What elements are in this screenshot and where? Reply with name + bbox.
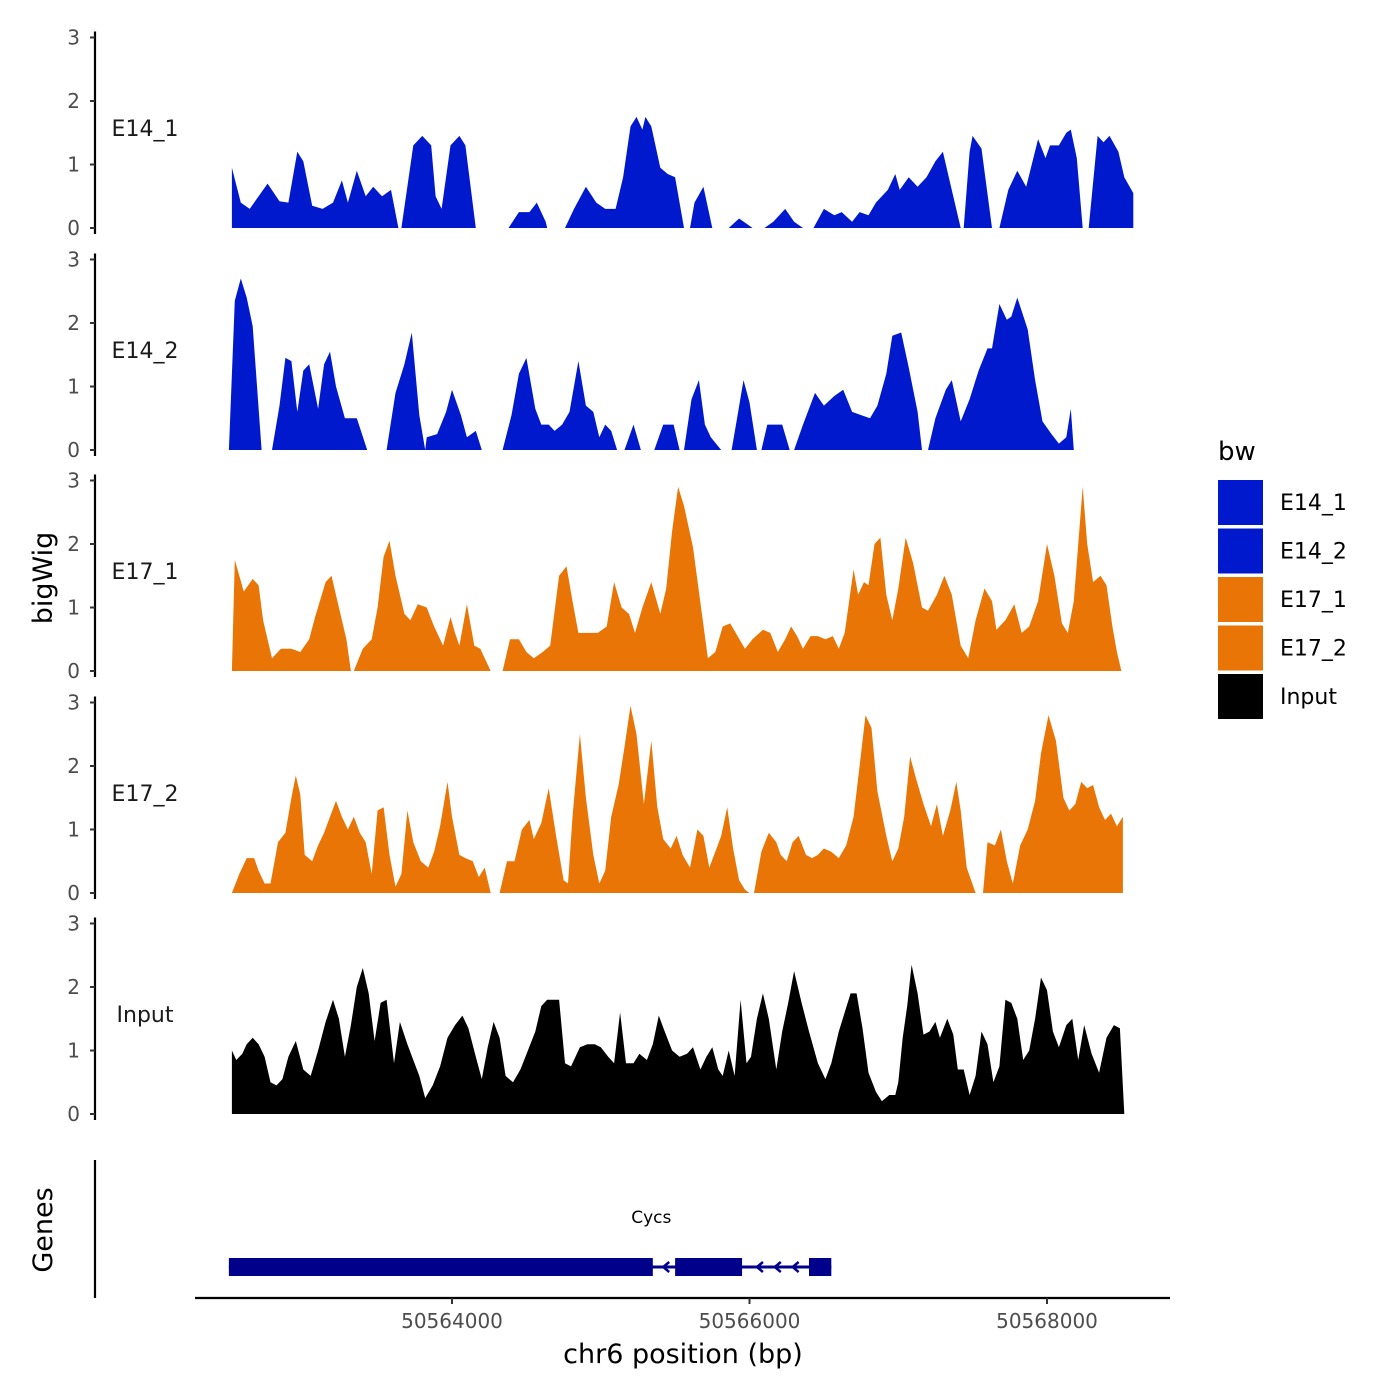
y-axis-title: bigWig — [28, 532, 59, 625]
strand-arrow — [754, 1261, 764, 1273]
strand-arrow — [661, 1261, 671, 1273]
signal-area — [231, 964, 1125, 1114]
track-input: 0 1 2 3 Input — [67, 912, 1125, 1126]
gene-panel-title: Genes — [28, 1187, 59, 1272]
track-label: E14_1 — [112, 117, 179, 142]
signal-area — [624, 424, 641, 450]
x-tick-label: 50566000 — [699, 1309, 801, 1333]
legend-swatch — [1218, 528, 1263, 574]
y-tick-label: 2 — [67, 532, 80, 556]
strand-arrow — [772, 1261, 782, 1273]
y-tick-label: 0 — [67, 881, 80, 905]
legend: bw E14_1 E14_2 E17_1 E17_2 Input — [1218, 437, 1347, 719]
track-e14-1: 0 1 2 3 E14_1 — [67, 26, 1134, 240]
track-label: Input — [117, 1003, 174, 1028]
signal-area — [231, 135, 482, 228]
y-tick-label: 2 — [67, 754, 80, 778]
y-tick-label: 1 — [67, 818, 80, 842]
gene-exon — [809, 1258, 832, 1276]
y-tick-label: 3 — [67, 691, 80, 715]
legend-label: Input — [1280, 685, 1337, 710]
y-tick-label: 1 — [67, 375, 80, 399]
signal-area — [386, 332, 487, 450]
track-label: E17_2 — [112, 782, 179, 807]
track-e14-2: 0 1 2 3 E14_2 — [67, 248, 1074, 462]
y-tick-label: 2 — [67, 89, 80, 113]
signal-area — [731, 380, 757, 450]
y-tick-label: 0 — [67, 659, 80, 683]
legend-label: E14_1 — [1280, 491, 1347, 516]
x-axis-title: chr6 position (bp) — [563, 1339, 803, 1370]
signal-area — [508, 202, 548, 228]
strand-arrow — [790, 1261, 800, 1273]
signal-area — [231, 540, 491, 671]
signal-area — [565, 116, 713, 228]
gene-exon — [228, 1258, 653, 1276]
x-axis: 50564000 50566000 50568000 — [195, 1296, 1170, 1333]
legend-swatch — [1218, 480, 1263, 525]
track-e17-1: 0 1 2 3 E17_1 — [67, 469, 1122, 683]
legend-swatch — [1218, 674, 1263, 719]
signal-area — [813, 135, 995, 228]
signal-area — [999, 129, 1134, 228]
y-tick-label: 0 — [67, 1102, 80, 1126]
signal-area — [502, 486, 1122, 671]
signal-area — [228, 278, 372, 450]
legend-title: bw — [1218, 437, 1256, 467]
y-tick-label: 2 — [67, 311, 80, 335]
y-tick-label: 3 — [67, 469, 80, 493]
signal-area — [761, 424, 790, 450]
legend-label: E17_2 — [1280, 637, 1347, 662]
track-label: E14_2 — [112, 339, 179, 364]
gene-exon — [675, 1258, 743, 1276]
legend-label: E14_2 — [1280, 540, 1347, 565]
gene-name-label: Cycs — [631, 1208, 671, 1228]
signal-area — [502, 357, 618, 450]
y-tick-label: 1 — [67, 153, 80, 177]
x-tick-label: 50564000 — [401, 1309, 503, 1333]
y-tick-label: 1 — [67, 596, 80, 620]
signal-area — [654, 380, 722, 450]
y-tick-label: 0 — [67, 438, 80, 462]
y-tick-label: 2 — [67, 975, 80, 999]
y-tick-label: 0 — [67, 216, 80, 240]
legend-swatch — [1218, 625, 1263, 671]
track-label: E17_1 — [112, 560, 179, 585]
track-e17-2: 0 1 2 3 E17_2 — [67, 691, 1123, 905]
signal-area — [231, 705, 1123, 893]
y-tick-label: 1 — [67, 1039, 80, 1063]
signal-tracks: 0 1 2 3 E14_1 0 1 2 3 E14_2 0 1 2 3 E17_1 0 1 2 3 E17_2 0 1 2 3… — [67, 26, 1134, 1126]
gene-panel: Cycs — [93, 1160, 832, 1298]
legend-swatch — [1218, 577, 1263, 622]
x-tick-label: 50568000 — [996, 1309, 1098, 1333]
signal-area — [794, 297, 1074, 450]
y-tick-label: 3 — [67, 26, 80, 50]
y-tick-label: 3 — [67, 248, 80, 272]
y-tick-label: 3 — [67, 912, 80, 936]
signal-area — [764, 208, 803, 228]
signal-area — [728, 218, 753, 228]
legend-label: E17_1 — [1280, 588, 1347, 613]
